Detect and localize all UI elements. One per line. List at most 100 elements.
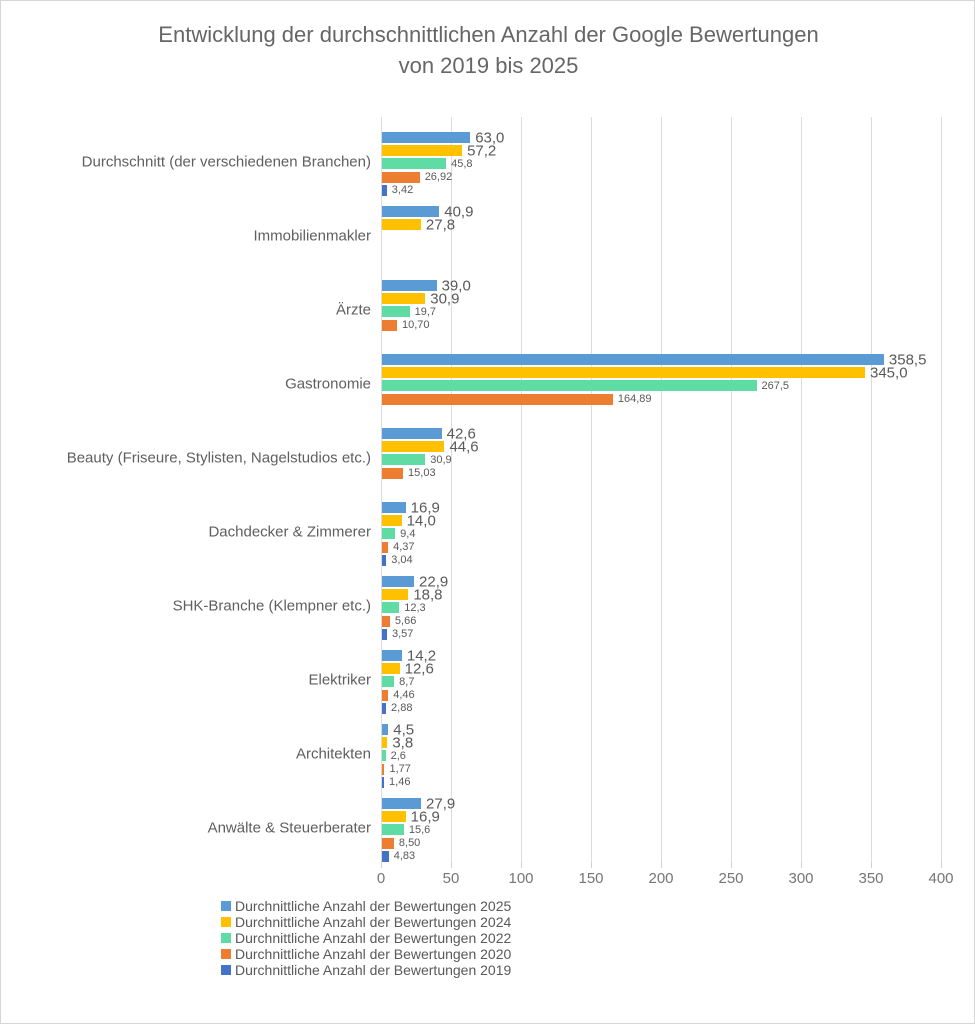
value-label: 27,9 <box>426 795 456 812</box>
legend-label: Durchnittliche Anzahl der Bewertungen 20… <box>235 914 512 930</box>
bar-2020 <box>382 689 389 701</box>
bar-2025 <box>382 502 406 513</box>
category-label: Durchschnitt (der verschiedenen Branchen… <box>81 153 371 171</box>
bar-2025 <box>382 724 389 735</box>
bar-2022 <box>382 158 447 170</box>
legend-swatch-icon <box>221 965 231 975</box>
value-label: 42,6 <box>446 425 476 442</box>
value-label: 44,6 <box>449 438 479 456</box>
bar-2024 <box>382 515 402 527</box>
legend-item-2020: Durchnittliche Anzahl der Bewertungen 20… <box>221 946 511 962</box>
bar-2025 <box>382 280 437 291</box>
x-axis-tick <box>731 862 732 868</box>
value-label: 16,9 <box>410 499 440 516</box>
chart-title-line2: von 2019 bis 2025 <box>398 53 579 78</box>
bar-2022 <box>382 676 395 688</box>
legend-item-2019: Durchnittliche Anzahl der Bewertungen 20… <box>221 962 511 978</box>
value-label: 345,0 <box>870 364 908 382</box>
bar-2019 <box>382 628 387 640</box>
bar-2025 <box>382 798 422 809</box>
bar-2024 <box>382 219 421 231</box>
bar-2024 <box>382 441 445 453</box>
bar-2020 <box>382 319 397 331</box>
bar-2019 <box>382 702 387 714</box>
bar-rows: Durchschnitt (der verschiedenen Branchen… <box>1 125 974 865</box>
value-label: 45,8 <box>451 157 473 170</box>
x-axis-tick <box>451 862 452 868</box>
category-label: Immobilienmakler <box>253 227 371 245</box>
gridline <box>731 117 732 862</box>
category-label: Ärzte <box>335 301 371 319</box>
legend-swatch-icon <box>221 949 231 959</box>
value-label: 8,50 <box>398 837 421 850</box>
gridline <box>801 117 802 862</box>
bar-2022 <box>382 306 410 318</box>
category-label: Elektriker <box>308 671 371 689</box>
x-axis-tick-label: 100 <box>508 870 534 887</box>
value-label: 3,57 <box>391 628 414 641</box>
legend-swatch-icon <box>221 901 231 911</box>
category-row: Anwälte & Steuerberater 27,9 16,9 15,6 8,50 4… <box>1 791 974 865</box>
bar-2022 <box>382 528 396 540</box>
gridline <box>381 117 382 862</box>
bar-2020 <box>382 393 613 405</box>
gridline <box>451 117 452 862</box>
bar-2022 <box>382 454 426 466</box>
legend-label: Durchnittliche Anzahl der Bewertungen 20… <box>235 962 512 978</box>
value-label: 2,88 <box>391 702 413 715</box>
bar-2025 <box>382 650 402 661</box>
value-label: 4,83 <box>393 850 416 863</box>
gridline <box>591 117 592 862</box>
value-label: 40,9 <box>444 203 474 220</box>
category-row: Elektriker 14,2 12,6 8,7 4,46 2,88 <box>1 643 974 717</box>
legend-label: Durchnittliche Anzahl der Bewertungen 20… <box>235 930 512 946</box>
value-label: 1,77 <box>389 763 411 776</box>
x-axis-tick <box>381 862 382 868</box>
value-label: 15,03 <box>408 467 436 480</box>
value-label: 12,6 <box>404 660 434 678</box>
x-axis-tick-label: 400 <box>928 870 954 887</box>
value-label: 30,9 <box>430 453 452 466</box>
bar-2024 <box>382 293 426 305</box>
legend-label: Durchnittliche Anzahl der Bewertungen 20… <box>235 946 512 962</box>
bar-2020 <box>382 467 404 479</box>
bar-2019 <box>382 850 389 862</box>
bar-2019 <box>382 184 387 196</box>
category-label: Dachdecker & Zimmerer <box>208 523 371 541</box>
bar-2024 <box>382 589 409 601</box>
category-label: SHK-Branche (Klempner etc.) <box>172 597 371 615</box>
x-axis-tick-label: 350 <box>858 870 884 887</box>
value-label: 3,42 <box>391 184 414 197</box>
value-label: 15,6 <box>408 823 431 836</box>
plot-area <box>381 117 942 862</box>
value-label: 9,4 <box>400 527 416 540</box>
bar-2020 <box>382 541 389 553</box>
gridline <box>941 117 942 862</box>
category-row: SHK-Branche (Klempner etc.) 22,9 18,8 12,3 5… <box>1 569 974 643</box>
bar-2020 <box>382 171 420 183</box>
gridline <box>871 117 872 862</box>
bar-2025 <box>382 428 442 439</box>
value-label: 12,3 <box>404 601 426 614</box>
value-label: 4,46 <box>393 689 415 702</box>
x-axis-tick <box>871 862 872 868</box>
x-axis-tick <box>591 862 592 868</box>
bar-2022 <box>382 824 404 836</box>
bar-2020 <box>382 615 390 627</box>
bar-2022 <box>382 750 386 762</box>
value-label: 19,7 <box>414 305 436 318</box>
x-axis-tick <box>941 862 942 868</box>
chart-title: Entwicklung der durchschnittlichen Anzah… <box>1 19 974 81</box>
value-label: 3,8 <box>392 734 414 752</box>
value-label: 5,66 <box>394 615 417 628</box>
value-label: 267,5 <box>761 379 790 392</box>
legend-swatch-icon <box>221 933 231 943</box>
x-axis-tick-label: 0 <box>376 870 386 887</box>
value-label: 30,9 <box>430 290 460 308</box>
value-label: 26,92 <box>424 171 453 184</box>
bar-2024 <box>382 663 400 675</box>
bar-2019 <box>382 554 387 566</box>
legend-item-2025: Durchnittliche Anzahl der Bewertungen 20… <box>221 898 511 914</box>
bar-2025 <box>382 576 415 587</box>
